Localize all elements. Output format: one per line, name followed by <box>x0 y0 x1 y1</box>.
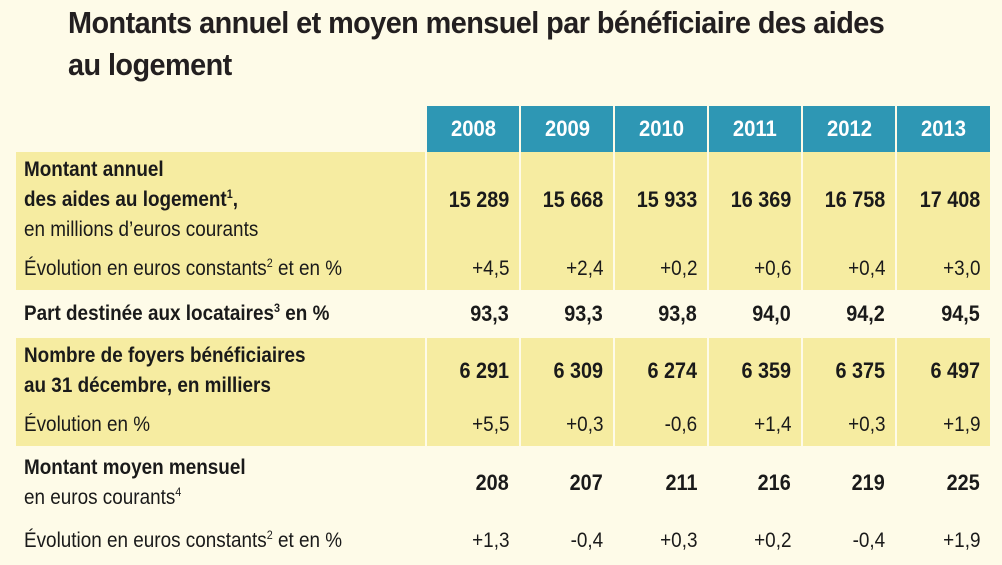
value-cell: 15 668 <box>519 152 614 248</box>
value-cell: 93,3 <box>425 290 520 337</box>
value-cell: 15 933 <box>613 152 708 248</box>
year-header: 2011 <box>707 106 802 152</box>
row-label: Évolution en euros constants2 et en % <box>16 517 426 565</box>
row-label: Montant moyen mensuel en euros courants4 <box>16 446 426 517</box>
table-row-annual-amount: Montant annuel des aides au logement1, e… <box>16 152 990 248</box>
year-header: 2009 <box>519 106 614 152</box>
value-cell: +0,6 <box>707 248 802 292</box>
row-label: Évolution en % <box>16 404 426 448</box>
value-cell: 16 758 <box>801 152 896 248</box>
value-cell: 17 408 <box>895 152 990 248</box>
value-cell: 93,3 <box>519 290 614 337</box>
title-line-1: Montants annuel et moyen mensuel par bén… <box>68 5 885 40</box>
value-cell: +1,3 <box>425 517 520 565</box>
value-cell: 216 <box>707 446 802 517</box>
value-cell: 225 <box>895 446 990 517</box>
table-row-annual-evolution: Évolution en euros constants2 et en % +4… <box>16 248 990 292</box>
value-cell: 219 <box>801 446 896 517</box>
value-cell: 94,2 <box>801 290 896 337</box>
value-cell: 94,5 <box>895 290 990 337</box>
table-row-households-evolution: Évolution en % +5,5 +0,3 -0,6 +1,4 +0,3 … <box>16 404 990 448</box>
year-header: 2013 <box>895 106 990 152</box>
value-cell: +3,0 <box>895 248 990 292</box>
value-cell: 15 289 <box>425 152 520 248</box>
value-cell: +1,9 <box>895 404 990 448</box>
table-row-monthly-amount: Montant moyen mensuel en euros courants4… <box>16 446 990 517</box>
value-cell: -0,6 <box>613 404 708 448</box>
value-cell: 211 <box>613 446 708 517</box>
value-cell: +2,4 <box>519 248 614 292</box>
row-label: Nombre de foyers bénéficiaires au 31 déc… <box>16 335 426 404</box>
row-label: Part destinée aux locataires3 en % <box>16 290 426 337</box>
value-cell: +0,3 <box>519 404 614 448</box>
value-cell: +1,9 <box>895 517 990 565</box>
year-header: 2010 <box>613 106 708 152</box>
row-label: Évolution en euros constants2 et en % <box>16 248 426 292</box>
value-cell: 6 375 <box>801 335 896 404</box>
value-cell: +1,4 <box>707 404 802 448</box>
value-cell: 94,0 <box>707 290 802 337</box>
value-cell: 6 291 <box>425 335 520 404</box>
value-cell: 6 309 <box>519 335 614 404</box>
value-cell: +0,2 <box>707 517 802 565</box>
row-label: Montant annuel des aides au logement1, e… <box>16 152 426 248</box>
page-title: Montants annuel et moyen mensuel par bén… <box>68 2 924 86</box>
value-cell: +5,5 <box>425 404 520 448</box>
table-row-monthly-evolution: Évolution en euros constants2 et en % +1… <box>16 517 990 565</box>
value-cell: -0,4 <box>519 517 614 565</box>
table-row-tenant-share: Part destinée aux locataires3 en % 93,3 … <box>16 290 990 337</box>
value-cell: 208 <box>425 446 520 517</box>
value-cell: 93,8 <box>613 290 708 337</box>
table-row-households: Nombre de foyers bénéficiaires au 31 déc… <box>16 335 990 404</box>
value-cell: +4,5 <box>425 248 520 292</box>
housing-aid-table: 2008 2009 2010 2011 2012 2013 Montant an… <box>16 106 990 565</box>
table-header-row: 2008 2009 2010 2011 2012 2013 <box>16 106 990 152</box>
value-cell: 207 <box>519 446 614 517</box>
value-cell: 6 497 <box>895 335 990 404</box>
value-cell: +0,3 <box>613 517 708 565</box>
value-cell: 16 369 <box>707 152 802 248</box>
value-cell: +0,3 <box>801 404 896 448</box>
value-cell: +0,4 <box>801 248 896 292</box>
value-cell: +0,2 <box>613 248 708 292</box>
value-cell: 6 359 <box>707 335 802 404</box>
year-header: 2012 <box>801 106 896 152</box>
value-cell: -0,4 <box>801 517 896 565</box>
value-cell: 6 274 <box>613 335 708 404</box>
year-header: 2008 <box>425 106 520 152</box>
title-line-2: au logement <box>68 47 232 82</box>
header-blank-cell <box>16 106 426 152</box>
